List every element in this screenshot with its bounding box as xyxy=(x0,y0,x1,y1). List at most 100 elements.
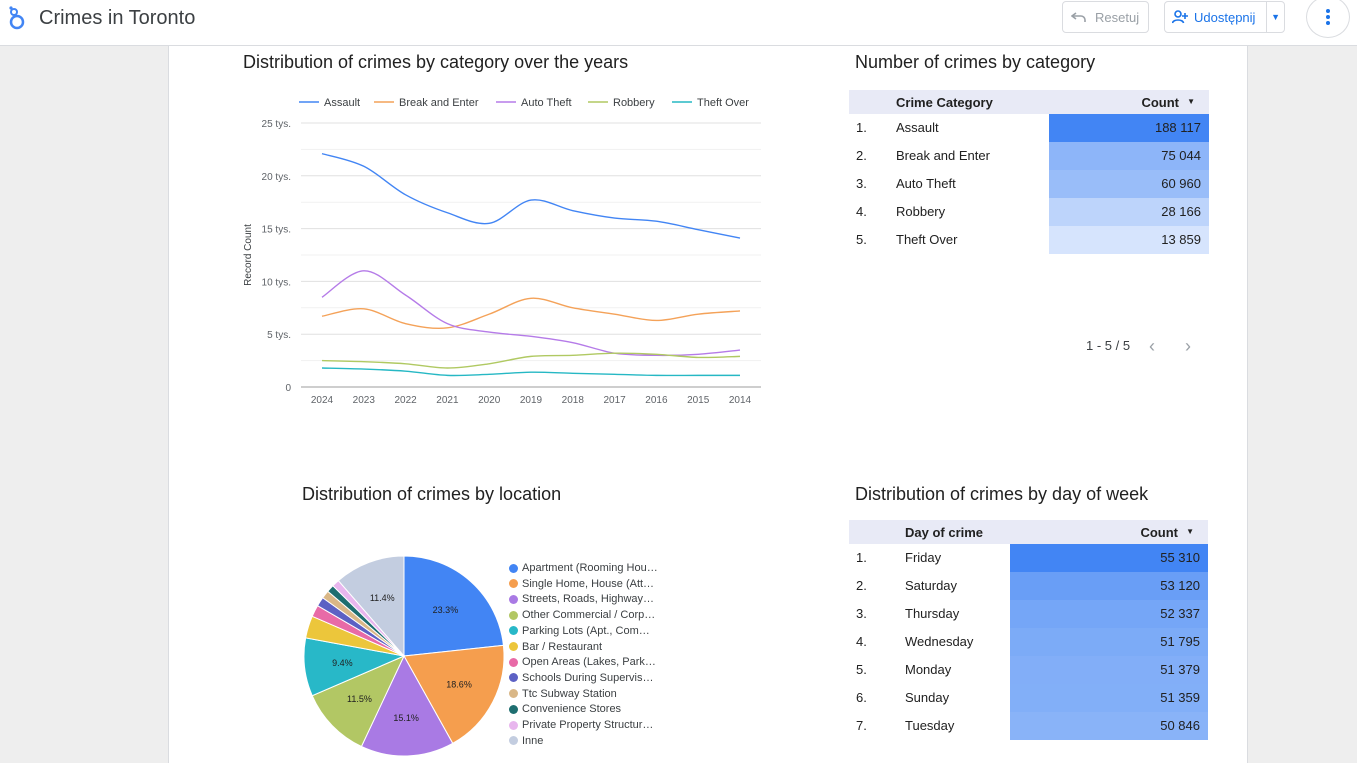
y-tick-label: 10 tys. xyxy=(262,277,291,288)
legend-item[interactable]: Bar / Restaurant xyxy=(509,641,602,653)
legend-item[interactable]: Convenience Stores xyxy=(509,703,621,715)
share-dropdown-chevron-icon[interactable]: ▼ xyxy=(1271,12,1281,22)
pie-slice[interactable] xyxy=(311,655,406,748)
legend-item[interactable]: Auto Theft xyxy=(496,97,572,109)
heatmap-cell xyxy=(1010,684,1208,712)
row-number: 2. xyxy=(856,148,867,163)
table-row[interactable]: 4. Robbery 28 166 xyxy=(849,198,1209,226)
y-axis-label: Record Count xyxy=(243,224,254,286)
series-line-assault[interactable] xyxy=(321,152,741,239)
legend-item[interactable]: Assault xyxy=(299,97,360,109)
pie-slice[interactable] xyxy=(403,644,505,745)
pie-slice[interactable] xyxy=(337,555,405,658)
row-number: 6. xyxy=(856,690,867,705)
legend-item[interactable]: Ttc Subway Station xyxy=(509,688,617,700)
legend-label: Bar / Restaurant xyxy=(522,640,603,653)
series-line-auto-theft[interactable] xyxy=(321,270,741,357)
category-table-title: Number of crimes by category xyxy=(855,52,1096,72)
legend-swatch xyxy=(509,642,518,651)
table-row[interactable]: 3. Auto Theft 60 960 xyxy=(849,170,1209,198)
line-chart-title: Distribution of crimes by category over … xyxy=(243,52,629,72)
looker-studio-logo-icon[interactable] xyxy=(6,5,28,31)
row-label: Assault xyxy=(896,120,939,135)
legend-swatch xyxy=(509,657,518,667)
legend-item[interactable]: Open Areas (Lakes, Park… xyxy=(509,656,656,668)
legend-item[interactable]: Private Property Structur… xyxy=(509,719,653,731)
reset-button[interactable]: Resetuj xyxy=(1062,1,1149,33)
x-tick-label: 2016 xyxy=(645,395,668,406)
legend-label: Inne xyxy=(522,734,544,747)
row-number: 7. xyxy=(856,718,867,733)
row-label: Wednesday xyxy=(905,634,974,649)
table-row[interactable]: 6. Sunday 51 359 xyxy=(849,684,1208,712)
share-button[interactable]: Udostępnij ▼ xyxy=(1164,1,1285,33)
count-value: 51 795 xyxy=(1160,634,1200,649)
legend-item[interactable]: Robbery xyxy=(588,97,655,109)
column-header-count[interactable]: Count xyxy=(1140,525,1178,540)
legend-item[interactable]: Schools During Supervis… xyxy=(509,672,653,684)
table-row[interactable]: 4. Wednesday 51 795 xyxy=(849,628,1208,656)
legend-label: Auto Theft xyxy=(521,97,572,109)
column-header-count[interactable]: Count xyxy=(1141,95,1179,110)
line-chart[interactable]: 0 5 tys. 10 tys. 15 tys. 20 tys. 25 tys. 2024 2… xyxy=(229,86,789,416)
table-row[interactable]: 7. Tuesday 50 846 xyxy=(849,712,1208,740)
legend-item[interactable]: Streets, Roads, Highway… xyxy=(509,593,654,605)
heatmap-cell xyxy=(1049,114,1209,142)
count-value: 75 044 xyxy=(1161,148,1201,163)
table-row[interactable]: 1. Friday 55 310 xyxy=(849,544,1208,572)
series-line-theft-over[interactable] xyxy=(321,367,740,377)
row-number: 5. xyxy=(856,232,867,247)
more-vert-icon xyxy=(1326,9,1330,25)
legend-label: Open Areas (Lakes, Park… xyxy=(522,656,656,669)
table-row[interactable]: 5. Monday 51 379 xyxy=(849,656,1208,684)
series-line-break-and-enter[interactable] xyxy=(321,297,741,330)
x-tick-label: 2014 xyxy=(729,395,752,406)
prev-page-icon[interactable]: ‹ xyxy=(1149,336,1155,356)
legend-label: Apartment (Rooming Hou… xyxy=(522,562,658,574)
pie-chart[interactable]: 23.3% 18.6% 15.1% 11.5% 9.4% 11.4% xyxy=(299,551,509,761)
legend-label: Theft Over xyxy=(697,97,749,109)
column-header-category[interactable]: Crime Category xyxy=(896,95,993,110)
legend-item[interactable]: Inne xyxy=(509,735,543,747)
legend-swatch xyxy=(509,579,518,589)
x-tick-label: 2017 xyxy=(603,395,626,406)
sort-desc-icon[interactable]: ▼ xyxy=(1187,97,1195,106)
row-number: 2. xyxy=(856,578,867,593)
row-label: Sunday xyxy=(905,690,950,705)
column-header-day[interactable]: Day of crime xyxy=(905,525,984,540)
more-options-button[interactable] xyxy=(1306,0,1350,38)
row-number: 4. xyxy=(856,204,867,219)
legend-swatch xyxy=(509,594,518,604)
legend-item[interactable]: Theft Over xyxy=(672,97,749,109)
report-title: Crimes in Toronto xyxy=(39,7,196,29)
table-row[interactable]: 5. Theft Over 13 859 xyxy=(849,226,1209,254)
heatmap-cell xyxy=(1010,572,1208,600)
legend-swatch xyxy=(509,563,518,573)
next-page-icon[interactable]: › xyxy=(1185,336,1191,356)
series-line-robbery[interactable] xyxy=(321,352,741,369)
table-row[interactable]: 2. Break and Enter 75 044 xyxy=(849,142,1209,170)
add-person-icon xyxy=(1172,10,1188,24)
legend-label: Parking Lots (Apt., Com… xyxy=(522,624,650,637)
y-tick-label: 25 tys. xyxy=(262,119,291,130)
legend-item[interactable]: Other Commercial / Corp… xyxy=(509,609,655,621)
y-tick-label: 15 tys. xyxy=(262,225,291,236)
count-value: 50 846 xyxy=(1160,718,1200,733)
table-row[interactable]: 2. Saturday 53 120 xyxy=(849,572,1208,600)
legend-item[interactable]: Parking Lots (Apt., Com… xyxy=(509,625,650,637)
legend-label: Robbery xyxy=(613,97,655,109)
legend-label: Other Commercial / Corp… xyxy=(522,609,656,622)
legend-label: Ttc Subway Station xyxy=(522,687,617,700)
row-number: 4. xyxy=(856,634,867,649)
legend-item[interactable]: Apartment (Rooming Hou… xyxy=(509,562,658,574)
x-tick-label: 2024 xyxy=(311,395,334,406)
table-row[interactable]: 3. Thursday 52 337 xyxy=(849,600,1208,628)
table-row[interactable]: 1. Assault 188 117 xyxy=(849,114,1209,142)
legend-item[interactable]: Break and Enter xyxy=(374,97,479,109)
sort-desc-icon[interactable]: ▼ xyxy=(1186,527,1194,536)
pie-slice[interactable] xyxy=(403,555,504,657)
pie-slice[interactable] xyxy=(360,654,454,757)
legend-label: Convenience Stores xyxy=(522,703,622,716)
legend-item[interactable]: Single Home, House (Att… xyxy=(509,578,654,590)
legend-swatch xyxy=(509,689,518,699)
